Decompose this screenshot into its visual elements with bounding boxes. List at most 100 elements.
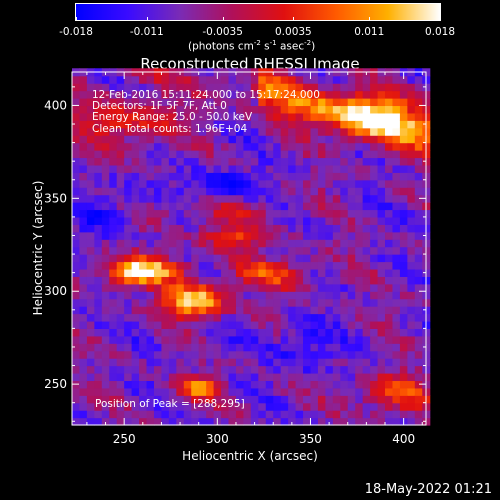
heatmap-cell (303, 254, 312, 263)
heatmap-cell (94, 358, 103, 367)
heatmap-cell (235, 268, 245, 277)
heatmap-cell (347, 135, 356, 144)
heatmap-cell (161, 157, 170, 166)
heatmap-cell (265, 298, 274, 307)
heatmap-cell (153, 150, 163, 159)
heatmap-cell (280, 135, 289, 144)
heatmap-cell (288, 402, 297, 411)
heatmap-cell (109, 187, 118, 196)
heatmap-cell (79, 127, 88, 136)
heatmap-cell (94, 320, 103, 329)
heatmap-cell (146, 276, 155, 285)
heatmap-cell (191, 320, 200, 329)
heatmap-cell (86, 172, 95, 181)
heatmap-cell (139, 268, 148, 277)
heatmap-cell (407, 127, 416, 136)
heatmap-cell (168, 231, 177, 240)
heatmap-cell (407, 157, 416, 166)
heatmap-cell (392, 372, 401, 382)
heatmap-cell (235, 372, 245, 382)
heatmap-cell (131, 387, 140, 396)
heatmap-cell (213, 187, 222, 196)
heatmap-cell (295, 365, 304, 374)
heatmap-cell (101, 120, 110, 129)
heatmap-cell (295, 283, 304, 292)
heatmap-cell (288, 75, 297, 84)
heatmap-cell (310, 83, 319, 92)
heatmap-cell (265, 268, 274, 277)
heatmap-cell (161, 298, 170, 307)
heatmap-cell (168, 90, 177, 99)
heatmap-cell (317, 268, 326, 277)
heatmap-cell (221, 350, 230, 359)
heatmap-cell (295, 142, 304, 151)
heatmap-cell (280, 380, 289, 389)
heatmap-cell (139, 246, 148, 255)
heatmap-cell (385, 120, 394, 129)
heatmap-cell (124, 343, 133, 352)
heatmap-cell (191, 202, 200, 211)
heatmap-cell (198, 380, 207, 389)
heatmap-cell (168, 164, 177, 173)
heatmap-cell (362, 276, 371, 285)
heatmap-cell (86, 298, 95, 307)
heatmap-cell (414, 142, 423, 151)
heatmap-cell (191, 372, 200, 382)
heatmap-cell (94, 209, 103, 218)
heatmap-cell (79, 164, 88, 173)
heatmap-cell (176, 105, 185, 114)
heatmap-cell (414, 98, 423, 107)
heatmap-cell (370, 283, 379, 292)
heatmap-cell (221, 194, 230, 203)
heatmap-cell (243, 164, 252, 173)
heatmap-cell (86, 380, 95, 389)
heatmap-cell (325, 75, 334, 84)
heatmap-cell (191, 172, 200, 181)
heatmap-cell (168, 380, 177, 389)
heatmap-cell (355, 410, 364, 419)
heatmap-cell (399, 172, 408, 181)
heatmap-cell (385, 380, 394, 389)
heatmap-cell (399, 202, 408, 211)
heatmap-cell (399, 358, 408, 367)
unit-part: s (260, 40, 270, 53)
heatmap-cell (168, 209, 177, 218)
heatmap-cell (146, 142, 155, 151)
heatmap-cell (370, 135, 379, 144)
heatmap-cell (131, 135, 140, 144)
heatmap-cell (377, 157, 386, 166)
heatmap-cell (213, 202, 222, 211)
heatmap-cell (340, 90, 349, 99)
heatmap-cell (392, 387, 401, 396)
heatmap-cell (295, 343, 304, 352)
heatmap-cell (332, 142, 341, 151)
heatmap-cell (325, 365, 334, 374)
heatmap-cell (414, 358, 423, 367)
heatmap-cell (273, 224, 282, 233)
heatmap-cell (109, 150, 118, 159)
heatmap-cell (228, 380, 237, 389)
heatmap-cell (221, 187, 230, 196)
heatmap-cell (198, 298, 207, 307)
heatmap-cell (332, 202, 341, 211)
heatmap-cell (385, 358, 394, 367)
heatmap-cell (385, 372, 394, 382)
heatmap-cell (198, 224, 207, 233)
heatmap-cell (72, 365, 81, 374)
heatmap-cell (228, 395, 237, 404)
heatmap-cell (370, 387, 379, 396)
heatmap-cell (414, 320, 423, 329)
heatmap-cell (116, 372, 125, 382)
heatmap-cell (72, 150, 81, 159)
heatmap-cell (280, 127, 289, 136)
heatmap-cell (385, 105, 394, 114)
heatmap-cell (183, 417, 192, 426)
heatmap-cell (370, 75, 379, 84)
heatmap-cell (131, 172, 140, 181)
heatmap-cell (124, 276, 133, 285)
heatmap-cell (265, 142, 274, 151)
heatmap-cell (414, 350, 423, 359)
heatmap-cell (317, 157, 326, 166)
heatmap-cell (131, 328, 140, 337)
heatmap-cell (310, 246, 319, 255)
